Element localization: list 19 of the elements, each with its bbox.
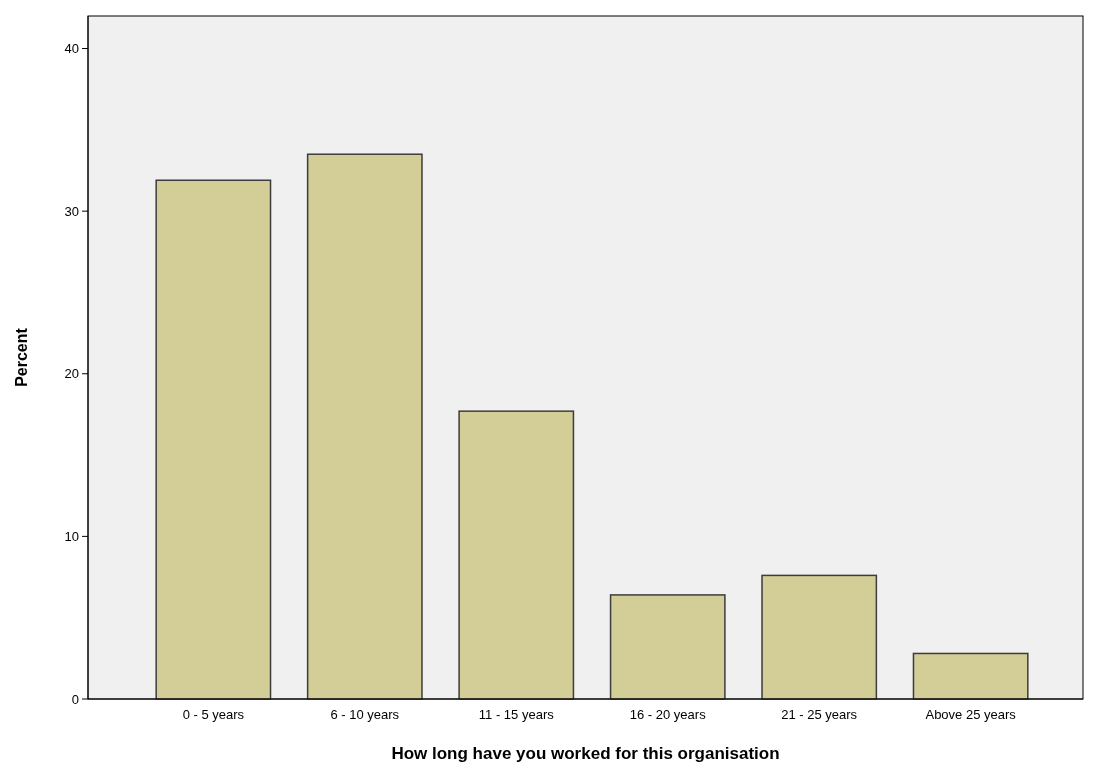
- x-tick-label: 11 - 15 years: [478, 707, 555, 722]
- x-tick-label: 6 - 10 years: [330, 707, 400, 722]
- x-tick-label: Above 25 years: [925, 707, 1017, 722]
- bar: [912, 652, 1029, 700]
- y-tick-label: 10: [64, 528, 79, 544]
- y-tick-label: 20: [64, 366, 79, 382]
- x-axis-title: How long have you worked for this organisation: [391, 744, 780, 763]
- bar: [306, 153, 423, 700]
- y-tick-label: 30: [64, 203, 79, 219]
- y-axis-title: Percent: [13, 327, 30, 387]
- bar: [761, 574, 878, 700]
- x-tick-label: 21 - 25 years: [781, 707, 858, 722]
- bar: [155, 179, 272, 700]
- x-tick-label: 16 - 20 years: [629, 707, 707, 722]
- x-tick-label: 0 - 5 years: [182, 707, 245, 722]
- bar: [609, 594, 726, 700]
- bar: [458, 410, 575, 700]
- y-tick-label: 40: [64, 41, 79, 57]
- y-tick-label: 0: [71, 691, 79, 707]
